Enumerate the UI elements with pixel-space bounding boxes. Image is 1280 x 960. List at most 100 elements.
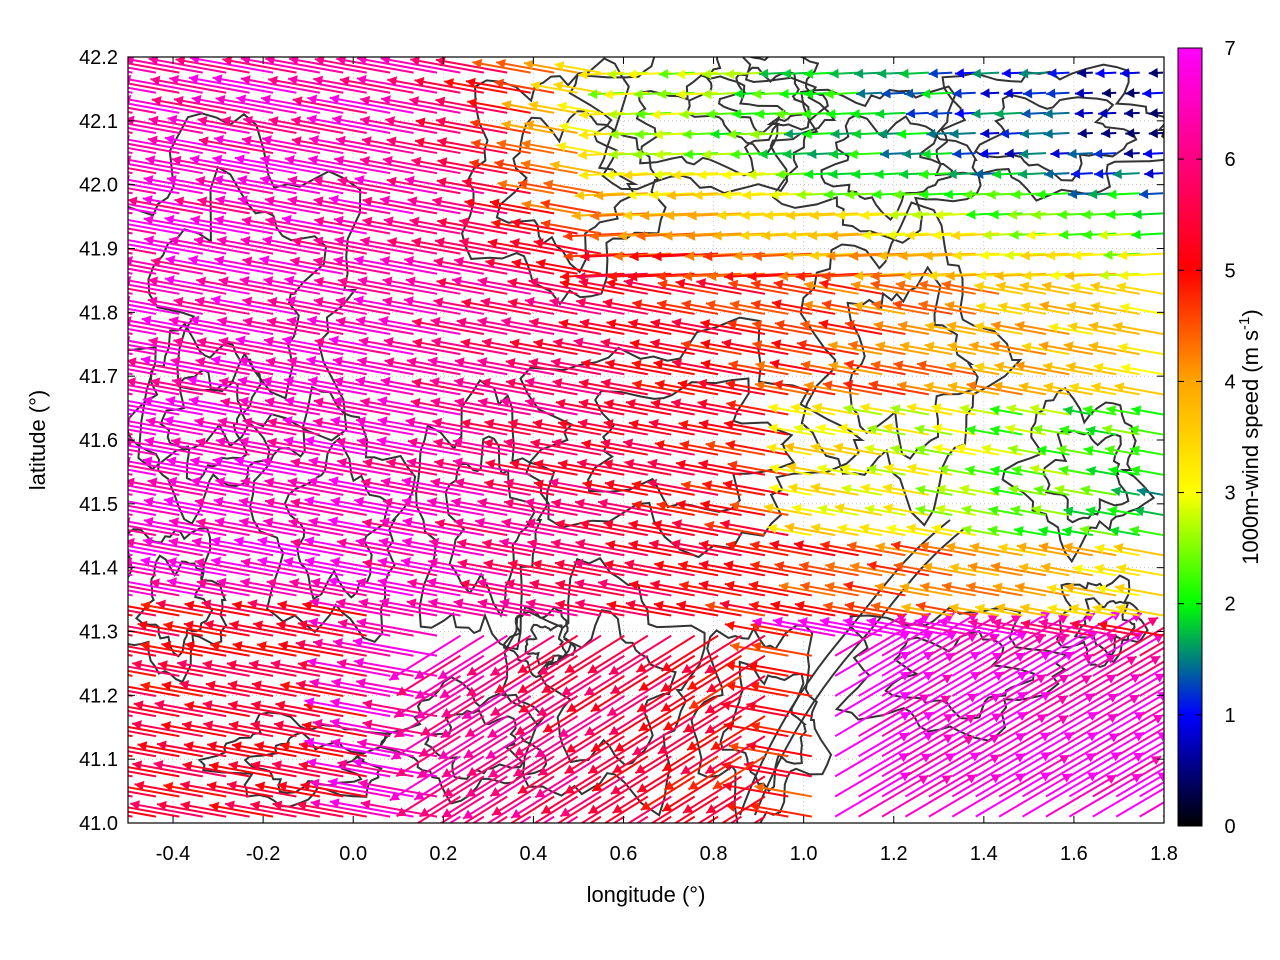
wind-vector bbox=[306, 758, 391, 778]
wind-vector bbox=[396, 654, 461, 697]
wind-vector bbox=[307, 315, 391, 336]
wind-vector bbox=[235, 335, 321, 356]
wind-vector bbox=[969, 341, 1023, 356]
wind-vector bbox=[1009, 229, 1047, 240]
wind-vector bbox=[1080, 485, 1117, 496]
wind-vector bbox=[629, 339, 695, 356]
wind-vector bbox=[142, 536, 227, 557]
contour-line bbox=[771, 85, 982, 244]
wind-vector bbox=[606, 600, 672, 617]
wind-vector bbox=[719, 599, 789, 617]
wind-vector bbox=[128, 436, 203, 456]
wind-vector bbox=[387, 76, 461, 94]
wind-vector bbox=[915, 601, 976, 617]
wind-vector bbox=[591, 755, 649, 792]
wind-vector bbox=[634, 735, 696, 775]
wind-vector bbox=[660, 634, 719, 672]
wind-vector bbox=[1095, 68, 1117, 79]
wind-vector bbox=[352, 637, 438, 657]
wind-vector bbox=[1040, 562, 1094, 577]
wind-vector bbox=[916, 360, 976, 376]
wind-vector bbox=[924, 341, 976, 356]
wind-vector bbox=[333, 255, 414, 275]
wind-vector bbox=[996, 281, 1047, 295]
wind-vector bbox=[649, 539, 719, 557]
wind-vector bbox=[128, 493, 133, 496]
wind-vector bbox=[1136, 486, 1164, 497]
wind-vector bbox=[328, 194, 414, 215]
wind-vector bbox=[928, 692, 1002, 738]
wind-vector bbox=[671, 398, 742, 416]
wind-vector bbox=[726, 319, 789, 336]
wind-vector bbox=[881, 713, 955, 758]
wind-vector bbox=[337, 618, 414, 637]
wind-vector bbox=[994, 270, 1047, 281]
wind-vector bbox=[520, 139, 578, 155]
wind-vector bbox=[603, 399, 672, 416]
wind-vector bbox=[436, 177, 508, 195]
wind-vector bbox=[380, 376, 461, 396]
wind-vector bbox=[128, 533, 133, 537]
wind-vector bbox=[336, 57, 414, 74]
wind-vector bbox=[932, 423, 976, 436]
wind-vector bbox=[979, 148, 1000, 159]
wind-vector bbox=[128, 223, 180, 235]
wind-vector bbox=[700, 359, 766, 376]
wind-vector bbox=[380, 57, 461, 74]
wind-vector bbox=[1021, 108, 1047, 119]
wind-vector bbox=[1115, 787, 1164, 818]
wind-vector bbox=[477, 598, 555, 617]
wind-vector bbox=[1138, 189, 1164, 200]
wind-vector bbox=[666, 190, 719, 201]
wind-vector bbox=[906, 402, 953, 416]
wind-vector bbox=[705, 775, 766, 814]
wind-vector bbox=[281, 214, 367, 235]
wind-vector bbox=[290, 457, 367, 476]
wind-vector bbox=[171, 155, 250, 175]
wind-vector bbox=[524, 120, 578, 134]
wind-vector bbox=[530, 80, 578, 94]
wind-vector bbox=[1131, 405, 1164, 416]
wind-vector bbox=[931, 523, 976, 537]
wind-vector bbox=[704, 675, 766, 714]
wind-vector bbox=[1090, 301, 1140, 315]
wind-vector bbox=[555, 579, 625, 597]
wind-vector bbox=[128, 629, 157, 637]
wind-vector bbox=[558, 318, 625, 336]
wind-vector bbox=[870, 279, 930, 295]
wind-vector bbox=[128, 705, 180, 718]
wind-vector bbox=[705, 601, 766, 617]
wind-vector bbox=[800, 360, 859, 376]
wind-vector bbox=[959, 404, 1000, 416]
wind-vector bbox=[967, 562, 1023, 577]
wind-vector bbox=[148, 57, 227, 74]
y-tick-label: 41.4 bbox=[79, 558, 118, 580]
wind-vector bbox=[128, 464, 180, 476]
wind-vector bbox=[1043, 382, 1094, 396]
wind-vector bbox=[548, 477, 625, 496]
wind-vector bbox=[671, 318, 742, 336]
wind-vector bbox=[379, 517, 461, 537]
wind-vector bbox=[657, 279, 719, 295]
wind-vector bbox=[505, 357, 578, 376]
wind-vector bbox=[238, 356, 321, 376]
wind-vector bbox=[975, 302, 1023, 315]
wind-vector bbox=[893, 561, 953, 577]
wind-vector bbox=[870, 271, 929, 282]
wind-vector bbox=[834, 503, 883, 516]
wind-vector bbox=[286, 316, 367, 336]
wind-vector bbox=[169, 235, 250, 255]
wind-vector bbox=[559, 278, 625, 295]
wind-vector bbox=[144, 235, 227, 255]
wind-vector bbox=[452, 437, 531, 456]
wind-vector bbox=[128, 625, 180, 637]
wind-vector bbox=[579, 519, 648, 537]
wind-vector bbox=[128, 162, 180, 175]
wind-vector bbox=[296, 800, 367, 818]
wind-vector bbox=[928, 108, 953, 119]
wind-vector bbox=[1020, 301, 1070, 315]
colorbar-tick-label: 1 bbox=[1224, 705, 1235, 727]
wind-vector bbox=[1043, 128, 1070, 139]
wind-vector bbox=[848, 340, 906, 356]
wind-vector bbox=[238, 497, 321, 516]
